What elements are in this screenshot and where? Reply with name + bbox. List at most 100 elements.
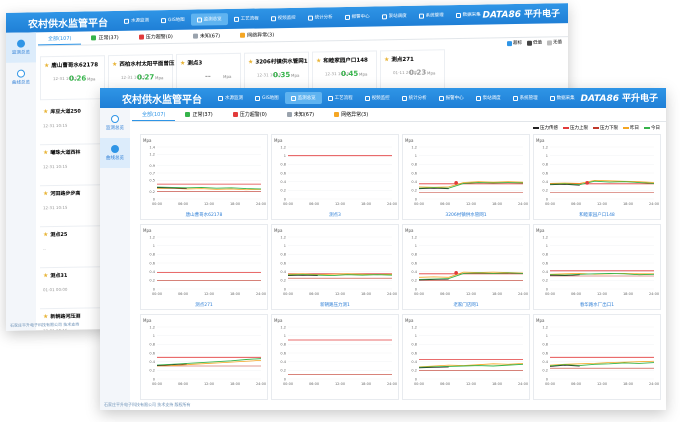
chart-panel[interactable]: Mpa 0 0.2 0.4 0.6 0.8 1 1.2 00:00 06:00 12:00 18:00… xyxy=(533,314,661,400)
sidebar-item-curves[interactable]: 曲线总览 xyxy=(6,62,36,93)
nav-item[interactable]: 视频监控 xyxy=(265,8,302,29)
y-tick-label: 1.2 xyxy=(411,235,417,239)
nav-item[interactable]: 视频监控 xyxy=(359,88,396,108)
line-chart: Mpa 0 0.2 0.4 0.6 0.8 1 1.2 00:00 06:00 12:00 18:00… xyxy=(143,318,266,386)
list-time: 12-31 10:15 xyxy=(43,122,68,129)
star-icon[interactable]: ★ xyxy=(43,190,49,198)
y-tick-label: 0.8 xyxy=(542,253,548,257)
nav-item[interactable]: 监测总览 xyxy=(190,13,228,26)
status-tab[interactable]: 压力超警(0) xyxy=(129,33,183,41)
nav-item[interactable]: 工艺流程 xyxy=(322,88,359,108)
status-tab[interactable]: 网络异常(3) xyxy=(230,31,284,39)
nav-item[interactable]: 统计分析 xyxy=(302,7,339,28)
y-tick-label: 0.2 xyxy=(542,189,548,193)
chart-panel[interactable]: Mpa 0 0.2 0.4 0.6 0.8 1 1.2 00:00 06:00 12:00 18:00… xyxy=(533,224,661,310)
x-tick-label: 12:00 xyxy=(204,202,214,206)
chart-panel[interactable]: Mpa 0 0.2 0.4 0.6 0.8 1 1.2 00:00 06:00 12:00 18:00… xyxy=(402,224,530,310)
top-nav: 水源监测 GIS地图 监测总览 工艺流程 视频监控 统计分析 报警中心 泵站调度 系统管理 数据采… xyxy=(212,88,581,108)
x-tick-label: 00:00 xyxy=(283,202,293,206)
legend-item[interactable]: 压力上限 xyxy=(563,125,588,131)
nav-item[interactable]: 数据采集 xyxy=(450,5,487,26)
status-tab-label: 压力超警(0) xyxy=(239,112,267,118)
star-icon[interactable]: ★ xyxy=(43,313,49,321)
chart-panel[interactable]: Mpa 0 0.2 0.4 0.6 0.8 1 1.2 00:00 06:00 12:00 18:00… xyxy=(271,134,399,220)
status-tab[interactable]: 正常(37) xyxy=(175,111,222,118)
station-name: 3206村镇供水管网1 xyxy=(255,58,308,66)
nav-item[interactable]: 监测总览 xyxy=(284,92,322,104)
nav-item-label: 监测总览 xyxy=(203,17,222,23)
nav-item[interactable]: 泵站调度 xyxy=(376,6,413,27)
nav-item[interactable]: GIS地图 xyxy=(249,88,285,108)
sidebar-item-curves[interactable]: 曲线总览 xyxy=(100,138,130,168)
star-icon[interactable]: ★ xyxy=(43,108,49,116)
y-tick-label: 1 xyxy=(546,154,548,158)
star-icon[interactable]: ★ xyxy=(43,272,49,280)
card-unit: Mpa xyxy=(223,73,232,80)
star-icon[interactable]: ★ xyxy=(384,56,390,64)
status-tab-label: 正常(37) xyxy=(98,34,119,42)
y-tick-label: 0.6 xyxy=(149,351,155,355)
alarm-marker xyxy=(454,181,458,185)
nav-item[interactable]: 报警中心 xyxy=(339,6,376,27)
nav-item[interactable]: 统计分析 xyxy=(396,88,433,108)
nav-item[interactable]: 泵站调度 xyxy=(470,88,507,108)
y-tick-label: 0.2 xyxy=(411,189,417,193)
status-tab[interactable]: 压力超警(0) xyxy=(223,111,277,118)
chart-legend: 压力传感 压力上限 压力下限 昨日 今日 xyxy=(533,125,660,131)
nav-item[interactable]: 报警中心 xyxy=(433,88,470,108)
status-tab[interactable]: 未知(67) xyxy=(183,32,230,40)
legend-item[interactable]: 今日 xyxy=(644,125,660,131)
y-tick-label: 0.6 xyxy=(411,261,417,265)
nav-icon xyxy=(161,17,166,23)
line-chart: Mpa 0 0.2 0.5 0.7 0.9 1.2 1.4 00:00 06:00 12:00 18:… xyxy=(143,138,266,206)
star-icon[interactable]: ★ xyxy=(43,149,49,157)
nav-item[interactable]: 数据采集 xyxy=(544,88,581,108)
status-tab[interactable]: 未知(67) xyxy=(277,111,324,118)
star-icon[interactable]: ★ xyxy=(43,231,49,239)
nav-item[interactable]: 水源监测 xyxy=(118,10,155,31)
x-tick-label: 06:00 xyxy=(309,202,319,206)
station-card[interactable]: ★ 唐山曹哥水62178 12-31 10:15 0.26 Mpa xyxy=(40,55,105,101)
legend-item[interactable]: 压力下限 xyxy=(593,125,618,131)
legend-item[interactable]: 昨日 xyxy=(623,125,639,131)
status-tab[interactable]: 全部(107) xyxy=(38,31,82,46)
chart-panel[interactable]: Mpa 0 0.2 0.4 0.6 0.8 1 1.2 00:00 06:00 12:00 18:00… xyxy=(533,134,661,220)
legend-swatch xyxy=(593,127,599,129)
star-icon[interactable]: ★ xyxy=(316,57,322,65)
sidebar-item-overview[interactable]: 监测总览 xyxy=(100,108,130,138)
chart-panel[interactable]: Mpa 0 0.2 0.4 0.6 0.8 1 1.2 00:00 06:00 12:00 18:00… xyxy=(402,314,530,400)
status-tab[interactable]: 正常(37) xyxy=(81,34,128,42)
nav-item[interactable]: 水源监测 xyxy=(212,88,249,108)
nav-item[interactable]: 系统管理 xyxy=(507,88,544,108)
nav-item-label: 工艺流程 xyxy=(240,16,259,22)
star-icon[interactable]: ★ xyxy=(248,58,254,66)
nav-item[interactable]: GIS地图 xyxy=(155,10,191,31)
nav-item-label: 报警中心 xyxy=(351,14,370,20)
status-tab[interactable]: 网络异常(3) xyxy=(324,111,378,118)
chart-panel[interactable]: Mpa 0 0.2 0.5 0.7 0.9 1.2 1.4 00:00 06:00 12:00 18:… xyxy=(140,134,268,220)
front-window: 农村供水监管平台 水源监测 GIS地图 监测总览 工艺流程 视频监控 统计分析 报警中心 泵站… xyxy=(100,88,666,410)
series-sensor-line xyxy=(156,363,187,367)
chart-panel[interactable]: Mpa 0 0.2 0.4 0.6 0.8 1 1.2 00:00 06:00 12:00 18:00… xyxy=(402,134,530,220)
chart-panel[interactable]: Mpa 0 0.2 0.4 0.6 0.8 1 1.2 00:00 06:00 12:00 18:00… xyxy=(271,314,399,400)
status-tab[interactable]: 全部(107) xyxy=(132,108,176,121)
card-title: ★ 测点271 xyxy=(384,54,441,63)
x-tick-label: 18:00 xyxy=(361,202,371,206)
nav-icon xyxy=(196,16,202,23)
star-icon[interactable]: ★ xyxy=(44,62,50,70)
nav-item[interactable]: 系统管理 xyxy=(413,5,450,26)
nav-item-label: 统计分析 xyxy=(314,15,333,21)
legend-item[interactable]: 压力传感 xyxy=(533,125,558,131)
star-icon[interactable]: ★ xyxy=(180,59,186,67)
chart-panel[interactable]: Mpa 0 0.2 0.4 0.6 0.8 1 1.2 00:00 06:00 12:00 18:00… xyxy=(140,224,268,310)
y-tick-label: 0.4 xyxy=(542,360,548,364)
star-icon[interactable]: ★ xyxy=(112,60,118,69)
nav-item-label: 视频监控 xyxy=(277,15,296,22)
chart-panel[interactable]: Mpa 0 0.2 0.4 0.6 0.8 1 1.2 00:00 06:00 12:00 18:00… xyxy=(271,224,399,310)
brand-cn: 平升电子 xyxy=(523,9,560,20)
nav-item-label: 系统管理 xyxy=(519,96,538,101)
sidebar-item-overview[interactable]: 监测总览 xyxy=(6,32,36,63)
chart-panel[interactable]: Mpa 0 0.2 0.4 0.6 0.8 1 1.2 00:00 06:00 12:00 18:00… xyxy=(140,314,268,400)
nav-item[interactable]: 工艺流程 xyxy=(228,8,265,29)
x-tick-label: 12:00 xyxy=(597,292,607,296)
